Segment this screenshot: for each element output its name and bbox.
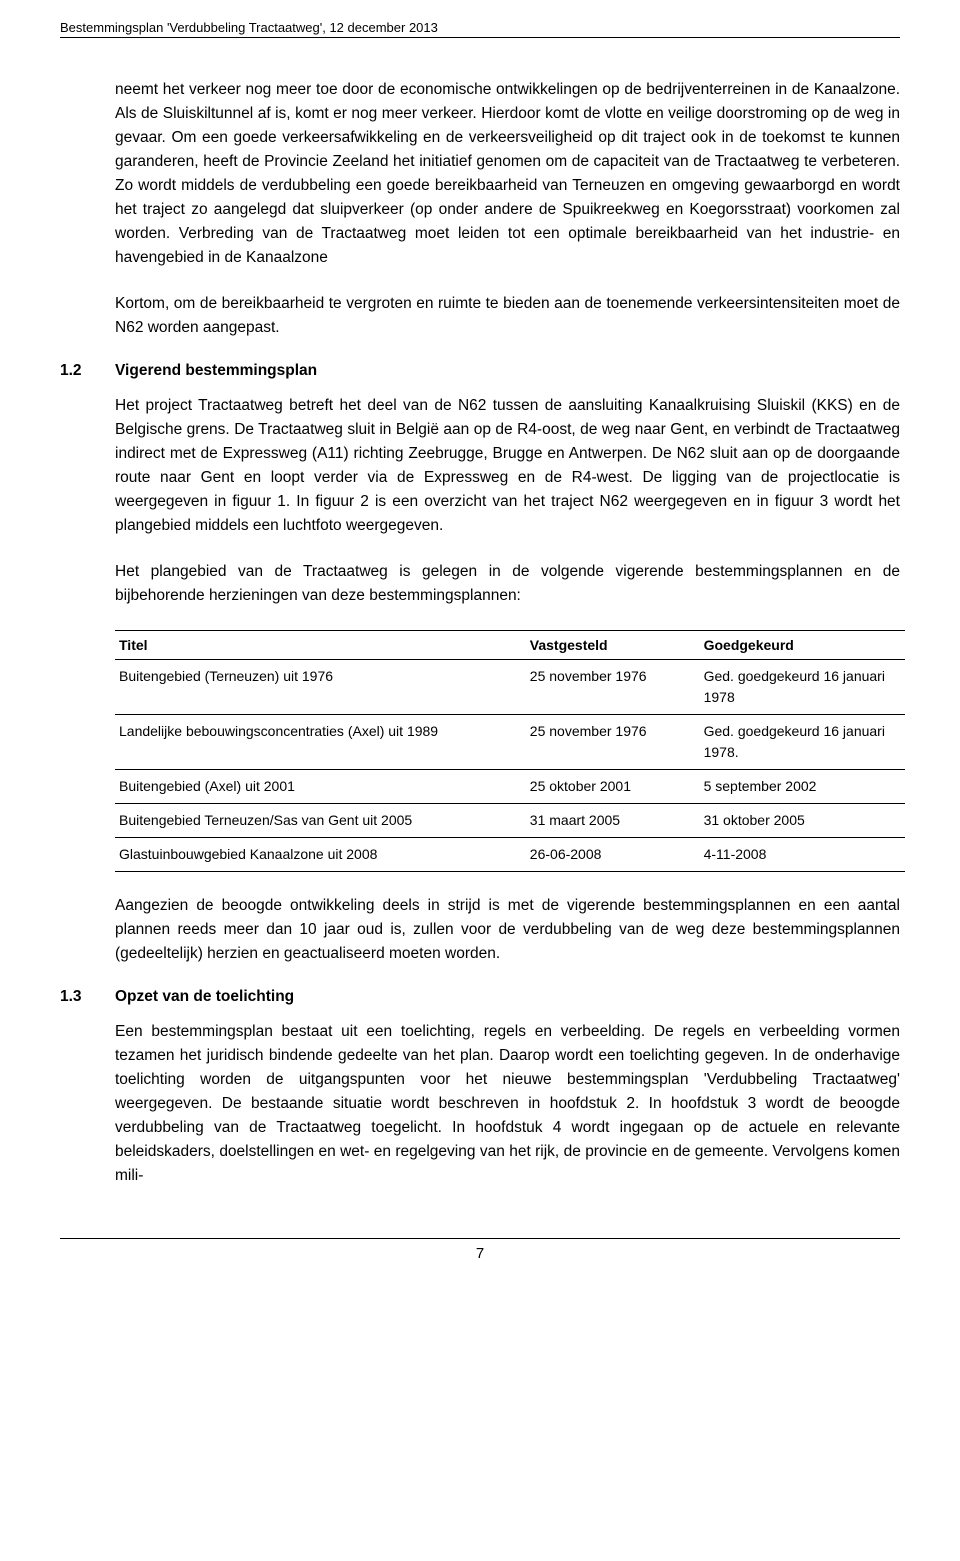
page: Bestemmingsplan 'Verdubbeling Tractaatwe… bbox=[0, 0, 960, 1292]
table-row: Buitengebied Terneuzen/Sas van Gent uit … bbox=[115, 804, 905, 838]
table-row: Buitengebied (Terneuzen) uit 1976 25 nov… bbox=[115, 660, 905, 715]
paragraph-conflict: Aangezien de beoogde ontwikkeling deels … bbox=[115, 894, 900, 966]
table-row: Landelijke bebouwingsconcentraties (Axel… bbox=[115, 715, 905, 770]
th-goedgekeurd: Goedgekeurd bbox=[700, 631, 905, 660]
cell-vastgesteld: 25 oktober 2001 bbox=[526, 770, 700, 804]
cell-vastgesteld: 31 maart 2005 bbox=[526, 804, 700, 838]
table-row: Glastuinbouwgebied Kanaalzone uit 2008 2… bbox=[115, 838, 905, 872]
plans-table: Titel Vastgesteld Goedgekeurd Buitengebi… bbox=[115, 630, 905, 872]
cell-titel: Glastuinbouwgebied Kanaalzone uit 2008 bbox=[115, 838, 526, 872]
section-title: Opzet van de toelichting bbox=[115, 988, 294, 1006]
cell-vastgesteld: 25 november 1976 bbox=[526, 660, 700, 715]
th-titel: Titel bbox=[115, 631, 526, 660]
paragraph-structure: Een bestemmingsplan bestaat uit een toel… bbox=[115, 1020, 900, 1188]
table-row: Buitengebied (Axel) uit 2001 25 oktober … bbox=[115, 770, 905, 804]
cell-vastgesteld: 25 november 1976 bbox=[526, 715, 700, 770]
cell-titel: Landelijke bebouwingsconcentraties (Axel… bbox=[115, 715, 526, 770]
cell-titel: Buitengebied Terneuzen/Sas van Gent uit … bbox=[115, 804, 526, 838]
cell-titel: Buitengebied (Terneuzen) uit 1976 bbox=[115, 660, 526, 715]
cell-vastgesteld: 26-06-2008 bbox=[526, 838, 700, 872]
cell-goedgekeurd: 31 oktober 2005 bbox=[700, 804, 905, 838]
cell-goedgekeurd: 4-11-2008 bbox=[700, 838, 905, 872]
cell-goedgekeurd: Ged. goedgekeurd 16 januari 1978. bbox=[700, 715, 905, 770]
cell-goedgekeurd: Ged. goedgekeurd 16 januari 1978 bbox=[700, 660, 905, 715]
page-number: 7 bbox=[60, 1238, 900, 1262]
section-title: Vigerend bestemmingsplan bbox=[115, 362, 317, 380]
cell-titel: Buitengebied (Axel) uit 2001 bbox=[115, 770, 526, 804]
paragraph-plans-intro: Het plangebied van de Tractaatweg is gel… bbox=[115, 560, 900, 608]
paragraph-intro-continued: neemt het verkeer nog meer toe door de e… bbox=[115, 78, 900, 270]
table-header-row: Titel Vastgesteld Goedgekeurd bbox=[115, 631, 905, 660]
cell-goedgekeurd: 5 september 2002 bbox=[700, 770, 905, 804]
th-vastgesteld: Vastgesteld bbox=[526, 631, 700, 660]
section-number: 1.3 bbox=[60, 988, 115, 1006]
section-number: 1.2 bbox=[60, 362, 115, 380]
document-header: Bestemmingsplan 'Verdubbeling Tractaatwe… bbox=[60, 20, 900, 38]
section-1-2: 1.2 Vigerend bestemmingsplan bbox=[60, 362, 900, 380]
section-1-3: 1.3 Opzet van de toelichting bbox=[60, 988, 900, 1006]
paragraph-project: Het project Tractaatweg betreft het deel… bbox=[115, 394, 900, 538]
paragraph-summary: Kortom, om de bereikbaarheid te vergrote… bbox=[115, 292, 900, 340]
